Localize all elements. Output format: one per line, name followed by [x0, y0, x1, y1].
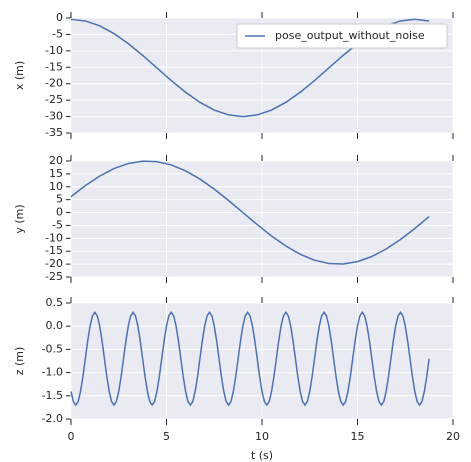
y-tick-label: -35: [45, 126, 63, 139]
y-tick-label: -25: [45, 93, 63, 106]
y-tick-label: -25: [45, 270, 63, 283]
data-line: [70, 310, 430, 407]
x-tick-label: 5: [163, 430, 170, 443]
y-tick-label: -5: [52, 27, 63, 40]
data-line: [70, 160, 430, 265]
y-tick-label: -15: [45, 244, 63, 257]
y-tick-label: -2.0: [42, 412, 63, 425]
legend-box: [236, 23, 448, 49]
x-tick-label: 20: [446, 430, 460, 443]
y-tick-label: 0: [56, 206, 63, 219]
x-axis-label: t (s): [251, 449, 273, 462]
y-tick-label: 20: [49, 154, 63, 167]
y-tick-label: -15: [45, 60, 63, 73]
y-axis-label: y (m): [13, 204, 26, 233]
y-axis-label: z (m): [13, 347, 26, 376]
x-tick-label: 15: [351, 430, 365, 443]
y-tick-label: -1.5: [42, 389, 63, 402]
y-tick-label: 0: [56, 11, 63, 24]
y-tick-label: 0.5: [46, 296, 64, 309]
y-tick-label: -20: [45, 257, 63, 270]
y-tick-label: 0.0: [46, 319, 64, 332]
y-tick-label: -20: [45, 77, 63, 90]
x-tick-label: 10: [255, 430, 269, 443]
y-tick-label: -5: [52, 218, 63, 231]
y-axis-label: x (m): [13, 61, 26, 90]
x-tick-label: 0: [68, 430, 75, 443]
y-tick-label: -0.5: [42, 342, 63, 355]
y-tick-label: -10: [45, 44, 63, 57]
y-tick-label: -1.0: [42, 366, 63, 379]
legend-label: pose_output_without_noise: [275, 29, 425, 42]
y-tick-label: 5: [56, 193, 63, 206]
y-tick-label: 10: [49, 180, 63, 193]
y-tick-label: 15: [49, 167, 63, 180]
y-tick-label: -30: [45, 110, 63, 123]
y-tick-label: -10: [45, 231, 63, 244]
